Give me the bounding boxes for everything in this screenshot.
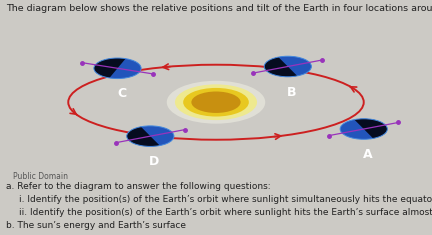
Text: The diagram below shows the relative positions and tilt of the Earth in four loc: The diagram below shows the relative pos… bbox=[6, 4, 432, 12]
Text: B: B bbox=[287, 86, 297, 99]
Text: C: C bbox=[117, 87, 126, 101]
Wedge shape bbox=[94, 58, 126, 78]
Wedge shape bbox=[264, 57, 297, 77]
Text: a. Refer to the diagram to answer the following questions:: a. Refer to the diagram to answer the fo… bbox=[6, 182, 271, 191]
Circle shape bbox=[167, 81, 265, 124]
Text: D: D bbox=[149, 155, 159, 168]
Text: b. The sun’s energy and Earth’s surface: b. The sun’s energy and Earth’s surface bbox=[6, 221, 187, 230]
Wedge shape bbox=[354, 119, 388, 138]
Circle shape bbox=[340, 119, 388, 139]
Circle shape bbox=[183, 88, 249, 117]
Circle shape bbox=[94, 58, 141, 78]
Circle shape bbox=[191, 91, 241, 113]
Text: A: A bbox=[363, 148, 373, 161]
Wedge shape bbox=[127, 127, 160, 146]
Text: ii. Identify the position(s) of the Earth’s orbit where sunlight hits the Earth’: ii. Identify the position(s) of the Eart… bbox=[19, 208, 432, 217]
Text: i. Identify the position(s) of the Earth’s orbit where sunlight simultaneously h: i. Identify the position(s) of the Earth… bbox=[19, 195, 432, 204]
Circle shape bbox=[175, 84, 257, 120]
Circle shape bbox=[264, 56, 311, 77]
Text: Public Domain: Public Domain bbox=[13, 172, 68, 180]
Circle shape bbox=[127, 126, 174, 146]
